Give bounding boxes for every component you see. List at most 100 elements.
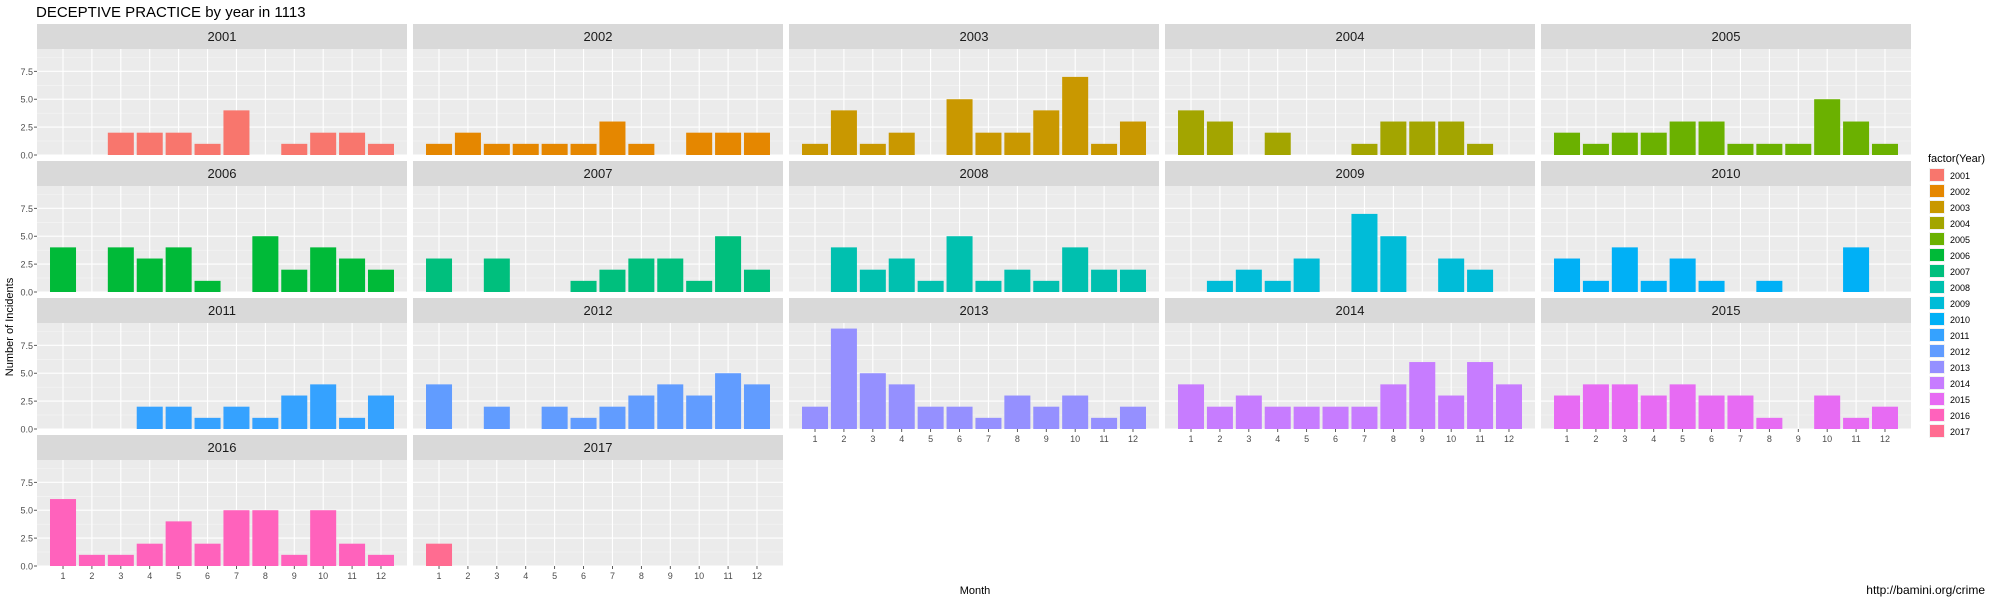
x-tick-label: 6 (1333, 434, 1338, 444)
legend-swatch-2008 (1930, 281, 1944, 293)
bar-2015-month-8 (1756, 417, 1783, 429)
x-tick-label: 5 (1304, 434, 1309, 444)
facet-strip-label: 2005 (1712, 29, 1741, 44)
facet-strip (789, 298, 1159, 323)
bar-2014-month-6 (1322, 406, 1349, 429)
bar-2012-month-11 (715, 373, 742, 429)
bar-2001-month-4 (136, 132, 163, 155)
bar-2016-month-2 (78, 554, 105, 566)
x-tick-label: 1 (437, 571, 442, 581)
facet-strip (1541, 298, 1911, 323)
bar-2008-month-7 (975, 280, 1002, 292)
bar-2009-month-2 (1206, 280, 1233, 292)
bar-2003-month-8 (1004, 132, 1031, 155)
x-tick-label: 5 (1680, 434, 1685, 444)
bar-2015-month-6 (1698, 395, 1725, 429)
bar-2008-month-9 (1033, 280, 1060, 292)
bar-2002-month-10 (686, 132, 713, 155)
bar-2002-month-12 (743, 132, 770, 155)
bar-2012-month-1 (426, 384, 453, 429)
x-tick-label: 7 (610, 571, 615, 581)
y-tick-label: 0.0 (20, 562, 33, 572)
x-tick-label: 12 (1880, 434, 1890, 444)
bar-2012-month-6 (570, 417, 597, 429)
legend-label-2007: 2007 (1950, 267, 1970, 277)
bar-2009-month-7 (1351, 213, 1378, 292)
facet-strip (789, 24, 1159, 49)
y-axis-label: Number of Incidents (4, 277, 16, 376)
bar-2002-month-1 (426, 143, 453, 155)
bar-2016-month-3 (107, 554, 134, 566)
bar-2013-month-1 (802, 406, 829, 429)
bar-2003-month-7 (975, 132, 1002, 155)
bar-2016-month-6 (194, 543, 221, 566)
legend-label-2017: 2017 (1950, 427, 1970, 437)
bar-2010-month-3 (1611, 247, 1638, 292)
facet-strip (1165, 161, 1535, 186)
facet-panel-2009: 2009 (1165, 161, 1535, 293)
bar-2006-month-11 (339, 258, 366, 292)
facet-strip (37, 24, 407, 49)
bar-2009-month-10 (1438, 258, 1465, 292)
bar-2016-month-5 (165, 521, 192, 566)
facet-strip-label: 2007 (584, 166, 613, 181)
bar-2004-month-10 (1438, 121, 1465, 155)
x-tick-label: 1 (1189, 434, 1194, 444)
bar-2005-month-1 (1554, 132, 1581, 155)
facet-strip-label: 2012 (584, 303, 613, 318)
bar-2008-month-6 (946, 236, 973, 292)
facet-strip (37, 298, 407, 323)
legend-swatch-2005 (1930, 233, 1944, 245)
y-tick-label: 2.5 (20, 123, 33, 133)
legend-label-2009: 2009 (1950, 299, 1970, 309)
bar-2016-month-10 (310, 510, 337, 566)
facet-panel-2012: 2012 (413, 298, 783, 430)
panel-background (413, 460, 783, 566)
x-tick-label: 9 (1796, 434, 1801, 444)
bar-2006-month-10 (310, 247, 337, 292)
bar-2010-month-1 (1554, 258, 1581, 292)
y-tick-label: 5.0 (20, 506, 33, 516)
bar-2016-month-7 (223, 510, 250, 566)
bar-2009-month-5 (1293, 258, 1320, 292)
bar-2001-month-12 (367, 143, 394, 155)
facet-strip-label: 2014 (1336, 303, 1365, 318)
facet-strip-label: 2010 (1712, 166, 1741, 181)
legend-label-2011: 2011 (1950, 331, 1969, 341)
legend-label-2016: 2016 (1950, 411, 1970, 421)
x-tick-label: 9 (1044, 434, 1049, 444)
legend: 2001 2002 2003 2004 2005 2006 2007 2008 2009 2010… (1929, 168, 1970, 438)
bar-2011-month-6 (194, 417, 221, 429)
legend-label-2004: 2004 (1950, 219, 1970, 229)
bar-2005-month-9 (1785, 143, 1812, 155)
bar-2012-month-7 (599, 406, 626, 429)
chart-caption: http://bamini.org/crime (1866, 583, 1985, 597)
x-tick-label: 12 (1128, 434, 1138, 444)
bar-2009-month-3 (1235, 269, 1262, 292)
bar-2011-month-9 (281, 395, 308, 429)
y-tick-label: 2.5 (20, 534, 33, 544)
x-tick-label: 10 (1446, 434, 1456, 444)
bar-2003-month-2 (830, 110, 857, 155)
x-tick-label: 6 (957, 434, 962, 444)
bar-2004-month-7 (1351, 143, 1378, 155)
x-tick-label: 2 (1593, 434, 1598, 444)
legend-label-2005: 2005 (1950, 235, 1970, 245)
legend-swatch-2017 (1930, 425, 1944, 437)
bar-2005-month-3 (1611, 132, 1638, 155)
bar-2011-month-8 (252, 417, 279, 429)
bar-2002-month-8 (628, 143, 655, 155)
x-tick-label: 9 (1420, 434, 1425, 444)
bar-2010-month-8 (1756, 280, 1783, 292)
facet-panel-2004: 2004 (1165, 24, 1535, 156)
bar-2010-month-5 (1669, 258, 1696, 292)
bar-2013-month-6 (946, 406, 973, 429)
legend-swatch-2004 (1930, 217, 1944, 229)
bar-2008-month-12 (1119, 269, 1146, 292)
bar-2003-month-11 (1091, 143, 1118, 155)
legend-swatch-2003 (1930, 201, 1944, 213)
bar-2002-month-11 (715, 132, 742, 155)
